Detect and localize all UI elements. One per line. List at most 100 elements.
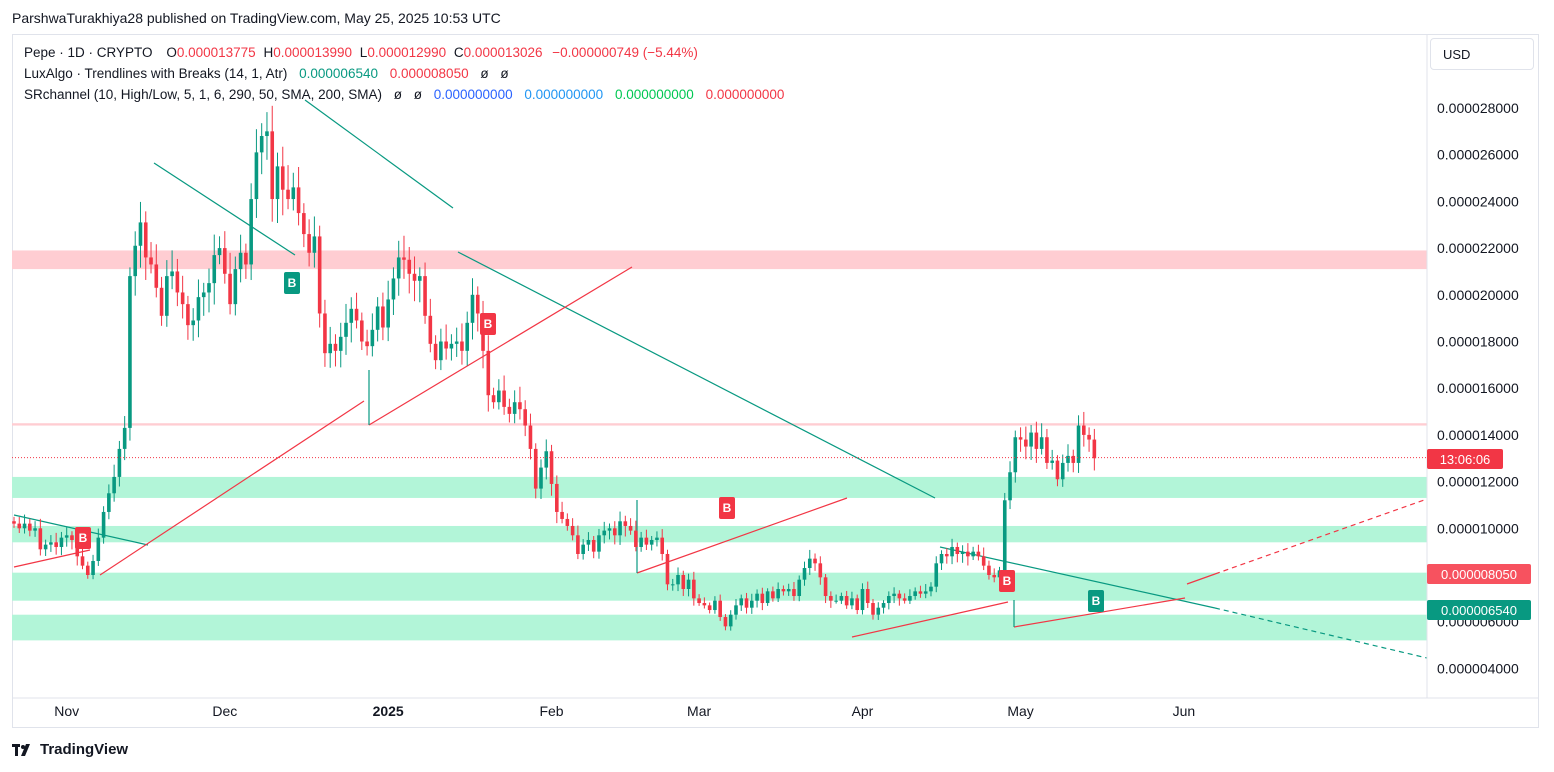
x-tick-label: Jun bbox=[1173, 703, 1196, 719]
candle-body bbox=[238, 252, 243, 270]
candle-body bbox=[122, 427, 127, 449]
candle-body bbox=[897, 593, 902, 599]
srchannel-value-2: ø bbox=[413, 87, 422, 102]
candle-body bbox=[707, 605, 712, 611]
candle-body bbox=[913, 591, 917, 597]
candle-body bbox=[670, 584, 675, 586]
candle-body bbox=[386, 299, 390, 328]
y-tick-label: 0.000016000 bbox=[1437, 380, 1519, 396]
candle-body bbox=[59, 537, 64, 547]
svg-text:B: B bbox=[723, 501, 732, 515]
y-tick-label: 0.000004000 bbox=[1437, 660, 1519, 676]
candle-body bbox=[338, 336, 343, 351]
trendline-up-4 bbox=[636, 497, 848, 574]
candle-body bbox=[70, 535, 74, 540]
candle-body bbox=[929, 586, 933, 592]
close-label: C bbox=[453, 45, 464, 60]
candle-body bbox=[813, 558, 817, 564]
candle-body bbox=[628, 525, 633, 531]
candle-body bbox=[85, 565, 90, 575]
break-marker-down: B bbox=[999, 570, 1015, 592]
candle-body bbox=[349, 308, 354, 323]
candle-body bbox=[17, 523, 22, 529]
candle-body bbox=[944, 553, 949, 557]
srchannel-value-4: 0.000000000 bbox=[524, 87, 604, 102]
candle-body bbox=[259, 136, 264, 153]
candle-body bbox=[881, 603, 886, 608]
candle-body bbox=[771, 591, 775, 599]
trendline-up-5 bbox=[851, 601, 1009, 638]
break-marker-down: B bbox=[75, 527, 91, 549]
candle-body bbox=[976, 551, 981, 557]
candle-body bbox=[518, 402, 522, 410]
candle-body bbox=[555, 483, 559, 512]
candle-body bbox=[423, 276, 427, 316]
support-zone bbox=[12, 572, 1427, 601]
candle-body bbox=[307, 234, 311, 253]
luxalgo-value-4: ø bbox=[500, 66, 509, 81]
candle-body bbox=[475, 294, 480, 314]
candle-body bbox=[728, 614, 733, 627]
candle-body bbox=[950, 546, 954, 557]
break-markers: B B B B B B bbox=[75, 272, 1104, 612]
candle-body bbox=[223, 248, 227, 274]
candle-body bbox=[1029, 432, 1033, 447]
support-zone bbox=[12, 614, 1427, 641]
candle-body bbox=[981, 556, 986, 566]
candle-body bbox=[170, 271, 174, 277]
candle-body bbox=[655, 537, 659, 540]
srchannel-indicator-name[interactable]: SRchannel (10, High/Low, 5, 1, 6, 290, 5… bbox=[24, 87, 382, 102]
candle-body bbox=[834, 600, 838, 602]
candle-body bbox=[681, 575, 686, 590]
candle-body bbox=[33, 528, 37, 531]
candle-body bbox=[939, 553, 944, 564]
candle-body bbox=[855, 598, 859, 611]
candle-body bbox=[876, 607, 881, 615]
y-tick-label: 0.000020000 bbox=[1437, 287, 1519, 303]
currency-selector[interactable]: USD bbox=[1430, 38, 1534, 70]
open-value: 0.000013775 bbox=[176, 45, 256, 60]
candle-body bbox=[165, 276, 169, 316]
candle-body bbox=[713, 600, 717, 611]
candle-body bbox=[918, 591, 923, 594]
candle-body bbox=[591, 539, 596, 552]
candle-body bbox=[786, 589, 791, 592]
y-tick-label: 0.000014000 bbox=[1437, 427, 1519, 443]
candle-body bbox=[823, 577, 828, 597]
x-tick-label: Dec bbox=[212, 703, 237, 719]
candle-body bbox=[634, 530, 638, 547]
candle-body bbox=[639, 537, 643, 547]
y-tick-label: 0.000010000 bbox=[1437, 520, 1519, 536]
y-tick-label: 0.000018000 bbox=[1437, 334, 1519, 350]
tradingview-logo[interactable]: TradingView bbox=[12, 741, 128, 758]
sr-zones bbox=[12, 250, 1427, 641]
candle-body bbox=[1087, 434, 1091, 440]
trendline-down-1 bbox=[153, 162, 296, 256]
candle-body bbox=[649, 539, 654, 545]
candle-body bbox=[839, 596, 844, 601]
candle-body bbox=[871, 603, 875, 615]
candle-body bbox=[818, 563, 823, 578]
candle-body bbox=[360, 320, 364, 342]
symbol-name[interactable]: Pepe · 1D · CRYPTO bbox=[24, 45, 153, 60]
candle-body bbox=[491, 395, 496, 403]
candle-body bbox=[417, 276, 422, 281]
candle-body bbox=[133, 245, 138, 277]
candle-body bbox=[850, 598, 854, 606]
candle-body bbox=[497, 390, 501, 403]
tradingview-name: TradingView bbox=[40, 741, 129, 758]
candle-body bbox=[112, 476, 116, 494]
candle-body bbox=[454, 341, 459, 344]
high-value: 0.000013990 bbox=[273, 45, 353, 60]
candle-body bbox=[460, 341, 464, 351]
candle-body bbox=[191, 320, 195, 326]
candle-body bbox=[1071, 455, 1076, 463]
candle-body bbox=[201, 292, 206, 298]
break-marker-up: B bbox=[1088, 590, 1104, 612]
candle-body bbox=[934, 563, 939, 587]
luxalgo-value-2: 0.000008050 bbox=[389, 66, 469, 81]
candle-body bbox=[528, 425, 533, 449]
trendline-up-7 bbox=[1186, 573, 1216, 585]
luxalgo-indicator-name[interactable]: LuxAlgo · Trendlines with Breaks (14, 1,… bbox=[24, 66, 288, 81]
